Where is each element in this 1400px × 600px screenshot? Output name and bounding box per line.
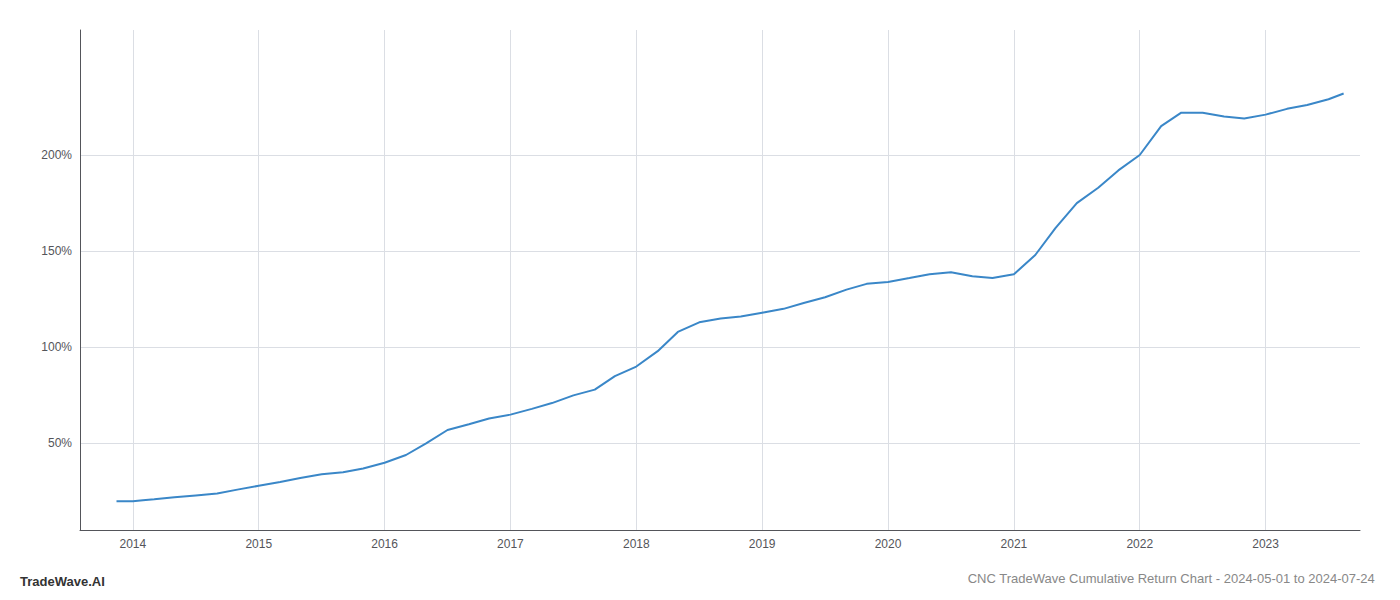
svg-text:2019: 2019	[749, 537, 776, 551]
svg-text:TradeWave.AI: TradeWave.AI	[20, 574, 105, 589]
svg-text:150%: 150%	[41, 244, 72, 258]
svg-text:2022: 2022	[1126, 537, 1153, 551]
svg-text:2020: 2020	[875, 537, 902, 551]
svg-text:50%: 50%	[48, 436, 72, 450]
svg-text:2015: 2015	[245, 537, 272, 551]
svg-text:100%: 100%	[41, 340, 72, 354]
svg-text:2018: 2018	[623, 537, 650, 551]
svg-text:2016: 2016	[371, 537, 398, 551]
svg-text:2017: 2017	[497, 537, 524, 551]
svg-text:2014: 2014	[120, 537, 147, 551]
svg-text:200%: 200%	[41, 148, 72, 162]
svg-text:CNC TradeWave Cumulative Retur: CNC TradeWave Cumulative Return Chart - …	[968, 571, 1375, 586]
svg-text:2021: 2021	[1001, 537, 1028, 551]
svg-text:2023: 2023	[1252, 537, 1279, 551]
